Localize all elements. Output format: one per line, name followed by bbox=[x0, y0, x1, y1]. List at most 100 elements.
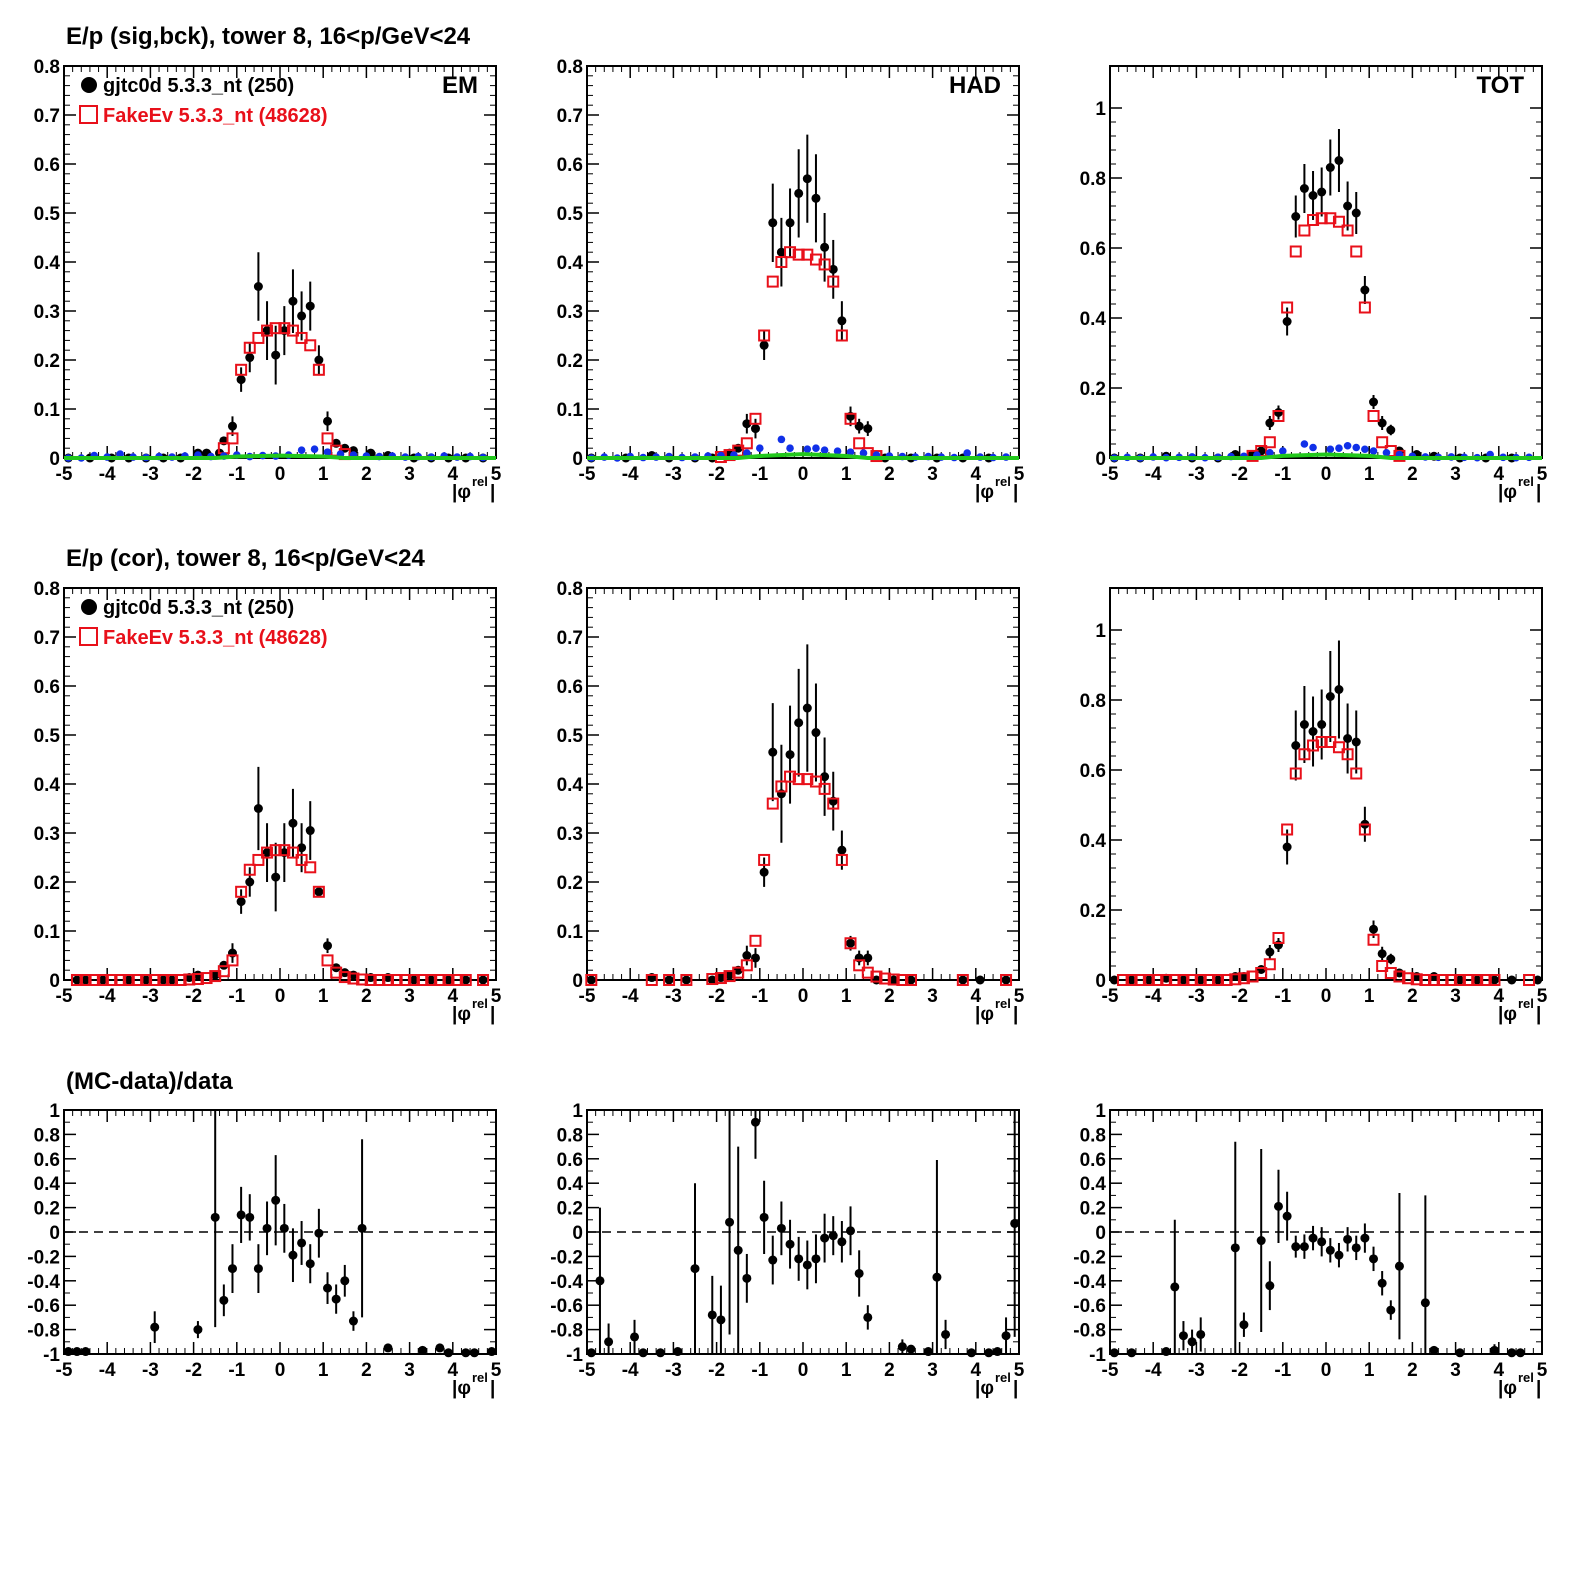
mc-point bbox=[390, 974, 403, 986]
x-tick-label: 2 bbox=[1407, 464, 1418, 485]
x-tick-label: 5 bbox=[1014, 986, 1025, 1007]
y-tick-label: 0.8 bbox=[557, 579, 583, 600]
data-point bbox=[1369, 397, 1379, 407]
data-point bbox=[1515, 1348, 1525, 1358]
data-point bbox=[323, 1283, 333, 1293]
data-point bbox=[1161, 1347, 1171, 1357]
x-tick-label: 1 bbox=[318, 1360, 329, 1381]
mc-point bbox=[235, 363, 248, 376]
mc-point bbox=[1341, 748, 1354, 761]
data-point bbox=[802, 1260, 812, 1270]
mc-point bbox=[1315, 736, 1328, 748]
mc-point bbox=[382, 974, 394, 986]
y-tick-label: 1 bbox=[1095, 1101, 1106, 1122]
mc-point bbox=[1453, 974, 1466, 986]
background-point bbox=[833, 447, 842, 455]
y-tick-label: 0 bbox=[1095, 449, 1106, 470]
y-tick-label: 0.4 bbox=[34, 253, 61, 274]
data-point bbox=[820, 772, 830, 782]
x-axis-label-sup: rel bbox=[472, 474, 488, 489]
mc-point bbox=[1151, 974, 1164, 986]
mc-point bbox=[1246, 970, 1259, 983]
data-point bbox=[776, 1223, 786, 1233]
data-point bbox=[262, 326, 272, 336]
y-tick-label: 0 bbox=[49, 1223, 60, 1244]
data-point bbox=[297, 311, 307, 321]
data-point bbox=[768, 218, 778, 228]
y-tick-label: -1 bbox=[566, 1345, 583, 1366]
mc-point bbox=[278, 844, 291, 857]
x-tick-label: 3 bbox=[927, 1360, 938, 1381]
data-point bbox=[1317, 187, 1327, 197]
mc-point bbox=[79, 974, 92, 986]
mc-point bbox=[1186, 974, 1199, 986]
data-point bbox=[707, 975, 717, 985]
background-point bbox=[963, 449, 971, 457]
y-tick-label: -0.2 bbox=[27, 1247, 60, 1268]
y-tick-label: -0.8 bbox=[1073, 1321, 1106, 1342]
data-point bbox=[820, 242, 830, 252]
data-point bbox=[664, 975, 674, 985]
mc-point bbox=[1341, 224, 1354, 237]
x-axis-label: |φ bbox=[452, 1378, 471, 1399]
data-point bbox=[236, 897, 246, 907]
data-point bbox=[1343, 1234, 1353, 1244]
mc-point bbox=[1436, 974, 1449, 986]
y-tick-label: 0.6 bbox=[34, 677, 60, 698]
x-tick-label: 0 bbox=[1321, 1360, 1332, 1381]
x-tick-label: -5 bbox=[56, 1360, 73, 1381]
mc-point bbox=[364, 974, 377, 986]
mc-point bbox=[1255, 967, 1268, 979]
y-tick-label: -0.4 bbox=[550, 1272, 583, 1293]
x-tick-label: -5 bbox=[56, 464, 73, 485]
background-point bbox=[803, 445, 812, 453]
mc-point bbox=[1281, 823, 1294, 836]
x-tick-label: 4 bbox=[971, 986, 982, 1007]
data-point bbox=[863, 953, 873, 963]
mc-point bbox=[835, 329, 848, 342]
x-tick-label: -3 bbox=[142, 464, 159, 485]
data-point bbox=[716, 1315, 726, 1325]
x-axis-label-end: | bbox=[1536, 1378, 1541, 1399]
y-tick-label: -0.4 bbox=[1073, 1272, 1106, 1293]
y-tick-label: 0.6 bbox=[34, 155, 60, 176]
mc-point bbox=[226, 954, 239, 967]
y-tick-label: 0 bbox=[572, 449, 583, 470]
data-point bbox=[638, 1348, 648, 1358]
data-point bbox=[219, 1295, 229, 1305]
row-title-signal-background: E/p (sig,bck), tower 8, 16<p/GeV<24 bbox=[66, 23, 471, 50]
mc-point bbox=[286, 846, 299, 859]
data-point bbox=[1273, 940, 1283, 950]
y-tick-label: 0.4 bbox=[34, 775, 61, 796]
mc-point bbox=[784, 770, 797, 783]
y-tick-label: 0.2 bbox=[557, 1199, 583, 1220]
series-filled-circle bbox=[586, 1110, 1020, 1358]
mc-point bbox=[399, 974, 412, 986]
mc-point bbox=[1229, 973, 1242, 986]
mc-point bbox=[818, 258, 831, 271]
mc-point bbox=[96, 974, 109, 986]
data-point bbox=[383, 1343, 393, 1353]
x-tick-label: 5 bbox=[491, 1360, 502, 1381]
x-tick-label: 4 bbox=[448, 986, 459, 1007]
x-tick-label: 4 bbox=[1494, 464, 1505, 485]
y-tick-label: 0.2 bbox=[1080, 901, 1106, 922]
data-point bbox=[1507, 1348, 1517, 1358]
data-point bbox=[759, 1212, 769, 1222]
data-point bbox=[72, 975, 82, 985]
x-tick-label: 1 bbox=[841, 464, 852, 485]
y-tick-label: 0.8 bbox=[557, 57, 583, 78]
mc-point bbox=[1298, 224, 1311, 237]
mc-point bbox=[477, 974, 490, 986]
y-tick-label: 0.7 bbox=[557, 106, 583, 127]
mc-point bbox=[879, 972, 892, 985]
x-tick-label: -3 bbox=[1188, 1360, 1205, 1381]
data-point bbox=[768, 747, 778, 757]
data-point bbox=[1317, 1237, 1327, 1247]
data-point bbox=[193, 970, 203, 980]
mc-point bbox=[645, 974, 658, 986]
mc-point bbox=[766, 275, 779, 288]
